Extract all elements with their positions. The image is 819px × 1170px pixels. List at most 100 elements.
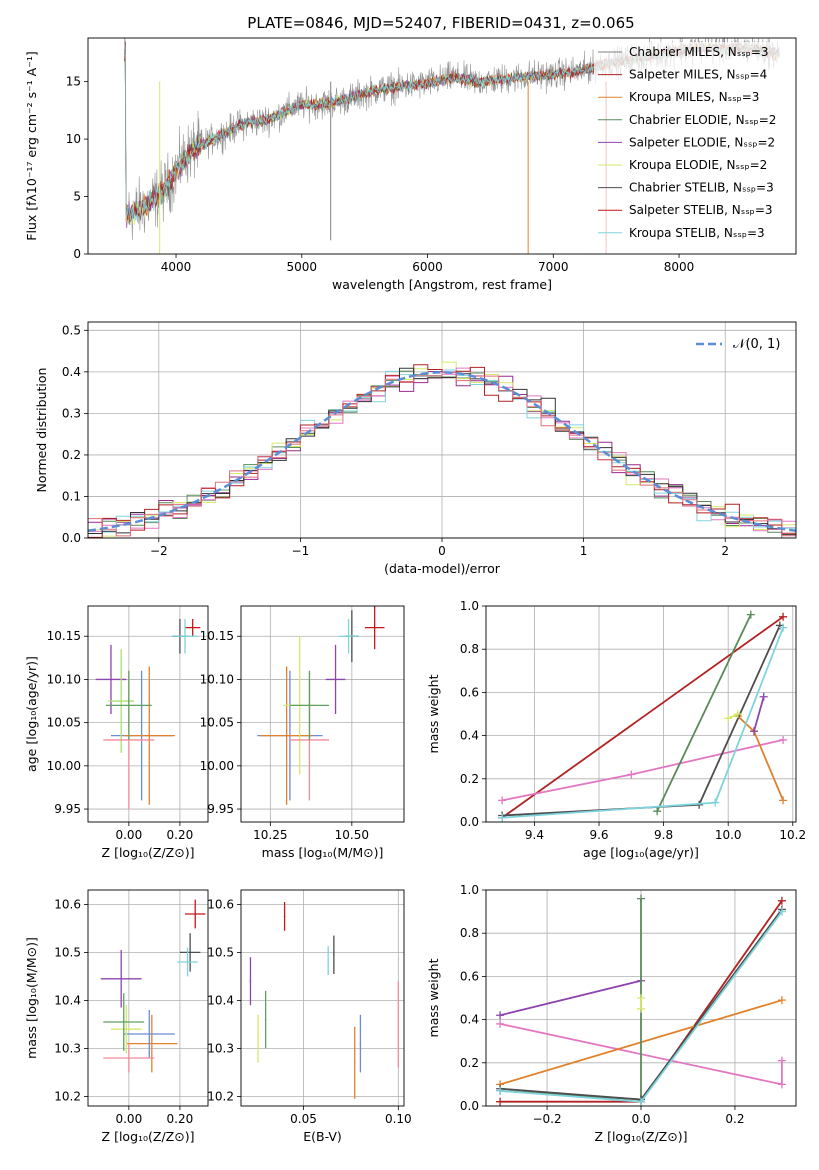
data-point <box>353 1062 356 1064</box>
figure-title: PLATE=0846, MJD=52407, FIBERID=0431, z=0… <box>247 14 634 32</box>
panel-weight_vs_Z: −0.2 0.0 0.2 0.0 0.2 0.4 0.6 0.8 1.0 Z [log₁₀(Z/Z… <box>426 883 797 1144</box>
x-tick-label: 9.4 <box>525 828 544 842</box>
data-point <box>151 1042 153 1045</box>
legend-entry: Salpeter ELODIE, Nₛₛₚ=2 <box>629 135 775 149</box>
x-tick-label: 10.25 <box>253 828 287 842</box>
weight-marker <box>496 1086 505 1095</box>
data-point <box>249 980 252 982</box>
weight-marker <box>777 1056 786 1065</box>
data-point <box>186 961 189 963</box>
panel-spectrum: 4000 5000 6000 7000 8000 0 5 10 15 wavelength [An… <box>24 37 797 292</box>
weight-marker <box>637 994 645 1002</box>
y-tick-label: 10.5 <box>54 945 81 959</box>
y-tick-label: 10.10 <box>47 672 81 686</box>
data-point <box>283 915 286 918</box>
y-tick-label: 0.4 <box>460 1013 479 1027</box>
weight-marker <box>750 727 759 736</box>
x-tick-label: 0 <box>438 544 446 558</box>
legend-entry: Chabrier MILES, Nₛₛₚ=3 <box>629 45 769 59</box>
axes-frame <box>485 889 797 1107</box>
y-tick-label: 10.2 <box>54 1089 81 1103</box>
weight-marker <box>779 735 788 744</box>
y-axis-label: mass weight <box>426 674 441 753</box>
legend-entry: 𝒩(0, 1) <box>733 337 780 352</box>
data-point <box>184 635 186 638</box>
weight-marker <box>637 894 645 903</box>
weight-marker <box>496 1097 505 1106</box>
legend-entry: Chabrier STELIB, Nₛₛₚ=3 <box>629 181 774 195</box>
data-point <box>334 678 337 681</box>
weight-marker <box>733 710 742 718</box>
weight-marker <box>779 796 788 805</box>
data-point <box>257 1038 259 1040</box>
y-tick-label: 10.6 <box>54 897 81 911</box>
y-axis-label: Flux [fλ10⁻¹⁷ erg cm⁻² s⁻¹ A⁻¹] <box>24 51 39 240</box>
y-tick-label: 10 <box>66 132 81 146</box>
y-tick-label: 15 <box>66 75 81 89</box>
data-point <box>308 704 311 707</box>
y-tick-label: 0.0 <box>460 815 479 829</box>
x-tick-label: 0.00 <box>115 828 142 842</box>
weight-marker <box>779 623 788 632</box>
weight-marker <box>653 807 662 816</box>
weight-marker <box>777 896 786 905</box>
x-tick-label: 5000 <box>287 260 318 274</box>
weight-series-line <box>753 696 765 732</box>
data-point <box>397 1023 400 1026</box>
y-tick-label: 5 <box>73 190 81 204</box>
x-axis-label: age [log₁₀(age/yr)] <box>583 845 699 860</box>
weight-marker <box>496 1019 505 1028</box>
plot-area <box>249 902 400 1099</box>
x-tick-label: 1 <box>580 544 588 558</box>
panel-residuals: −2 −1 0 1 2 0.0 0.1 0.2 0.3 0.4 0.5 (data-model)/er… <box>34 321 797 576</box>
y-axis-label: Normed distribution <box>34 368 49 493</box>
panel-age_vs_mass: 10.25 10.50 9.95 10.00 10.05 10.10 10.15 mass [… <box>200 605 405 860</box>
data-point <box>359 1042 362 1045</box>
y-tick-label: 9.95 <box>54 802 81 816</box>
y-tick-label: 0.6 <box>460 685 479 699</box>
data-point <box>373 626 376 629</box>
plot-area <box>257 606 385 805</box>
legend-entry: Salpeter STELIB, Nₛₛₚ=3 <box>629 203 773 217</box>
axes-frame <box>485 605 797 823</box>
data-point <box>128 1057 130 1059</box>
weight-marker <box>498 813 507 822</box>
y-tick-label: 0.0 <box>460 1099 479 1113</box>
data-point <box>120 978 122 980</box>
y-axis-label: age [log₁₀(age/yr)] <box>24 656 39 772</box>
data-point <box>189 951 191 954</box>
y-tick-label: 1.0 <box>460 883 479 897</box>
y-tick-label: 10.2 <box>207 1089 234 1103</box>
y-tick-label: 0.8 <box>460 926 479 940</box>
y-tick-label: 0.3 <box>62 406 81 420</box>
y-tick-label: 0.2 <box>62 448 81 462</box>
y-tick-label: 10.15 <box>47 629 81 643</box>
weight-marker <box>777 1080 786 1089</box>
y-tick-label: 0.8 <box>460 642 479 656</box>
weight-series-line <box>499 979 642 1017</box>
y-tick-label: 10.00 <box>47 759 81 773</box>
x-tick-label: 0.05 <box>290 1112 317 1126</box>
data-point <box>333 954 335 956</box>
x-tick-label: 0.2 <box>725 1112 744 1126</box>
y-tick-label: 0.5 <box>62 323 81 337</box>
y-tick-label: 10.3 <box>54 1041 81 1055</box>
data-point <box>285 734 288 737</box>
weight-marker <box>746 610 755 619</box>
panel-mass_vs_EBV: 0.05 0.10 10.2 10.3 10.4 10.5 10.6 E(B-V) <box>207 889 412 1144</box>
axes-frame <box>87 889 209 1107</box>
y-tick-label: 10.6 <box>207 897 234 911</box>
y-tick-label: 10.4 <box>207 993 234 1007</box>
weight-series-line <box>500 898 642 1101</box>
x-axis-label: mass [log₁₀(M/M⊙)] <box>262 845 384 860</box>
x-tick-label: −0.2 <box>532 1112 561 1126</box>
data-point <box>191 626 194 629</box>
legend-entry: Kroupa MILES, Nₛₛₚ=3 <box>629 90 759 104</box>
legend-entry: Kroupa ELODIE, Nₛₛₚ=2 <box>629 158 767 172</box>
data-point <box>122 1021 125 1023</box>
weight-marker <box>711 798 720 807</box>
weight-series-line <box>501 739 784 802</box>
weight-marker <box>637 1097 645 1106</box>
data-point <box>327 959 329 962</box>
